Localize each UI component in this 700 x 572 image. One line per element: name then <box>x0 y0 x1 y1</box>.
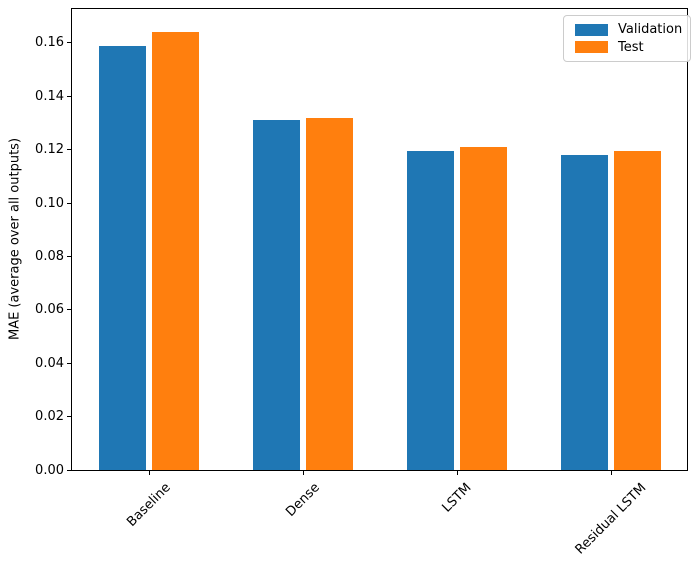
legend-swatch-validation <box>575 23 608 36</box>
legend-swatch-test <box>575 41 608 54</box>
bar-test-lstm <box>460 147 508 470</box>
y-tick-label: 0.12 <box>35 142 64 158</box>
bar-test-dense <box>306 117 354 470</box>
y-tick-mark <box>67 149 72 151</box>
y-tick-mark <box>67 255 72 257</box>
y-tick-mark <box>67 469 72 471</box>
y-tick-mark <box>67 95 72 97</box>
y-tick-label: 0.04 <box>35 355 64 371</box>
y-tick-label: 0.06 <box>35 302 64 318</box>
x-tick-mark <box>302 471 304 475</box>
y-tick-label: 0.08 <box>35 248 64 264</box>
y-tick-mark <box>67 362 72 364</box>
bar-test-residual-lstm <box>614 151 662 470</box>
x-tick-label-text: Residual LSTM <box>572 480 650 558</box>
x-tick-label-text: Baseline <box>124 480 174 530</box>
legend-item-test: Test <box>575 39 682 57</box>
x-tick-label-text: LSTM <box>439 480 475 516</box>
x-tick-mark <box>610 471 612 475</box>
y-tick-mark <box>67 42 72 44</box>
bar-validation-lstm <box>406 151 454 470</box>
y-tick-label: 0.00 <box>35 462 64 478</box>
y-tick-mark <box>67 202 72 204</box>
legend-label: Test <box>618 39 644 55</box>
legend: Validation Test <box>563 15 692 62</box>
legend-label: Validation <box>618 22 683 38</box>
y-tick-mark <box>67 416 72 418</box>
y-tick-label: 0.02 <box>35 409 64 425</box>
y-tick-label: 0.10 <box>35 195 64 211</box>
bar-validation-baseline <box>98 45 146 470</box>
y-tick-mark <box>67 309 72 311</box>
bar-validation-residual-lstm <box>560 155 608 470</box>
bar-validation-dense <box>252 120 300 470</box>
bar-test-baseline <box>152 32 200 470</box>
y-tick-label: 0.14 <box>35 88 64 104</box>
x-tick-mark <box>456 471 458 475</box>
x-tick-mark <box>148 471 150 475</box>
x-tick-label-text: Dense <box>283 480 323 520</box>
y-tick-label: 0.16 <box>35 35 64 51</box>
legend-item-validation: Validation <box>575 21 682 39</box>
